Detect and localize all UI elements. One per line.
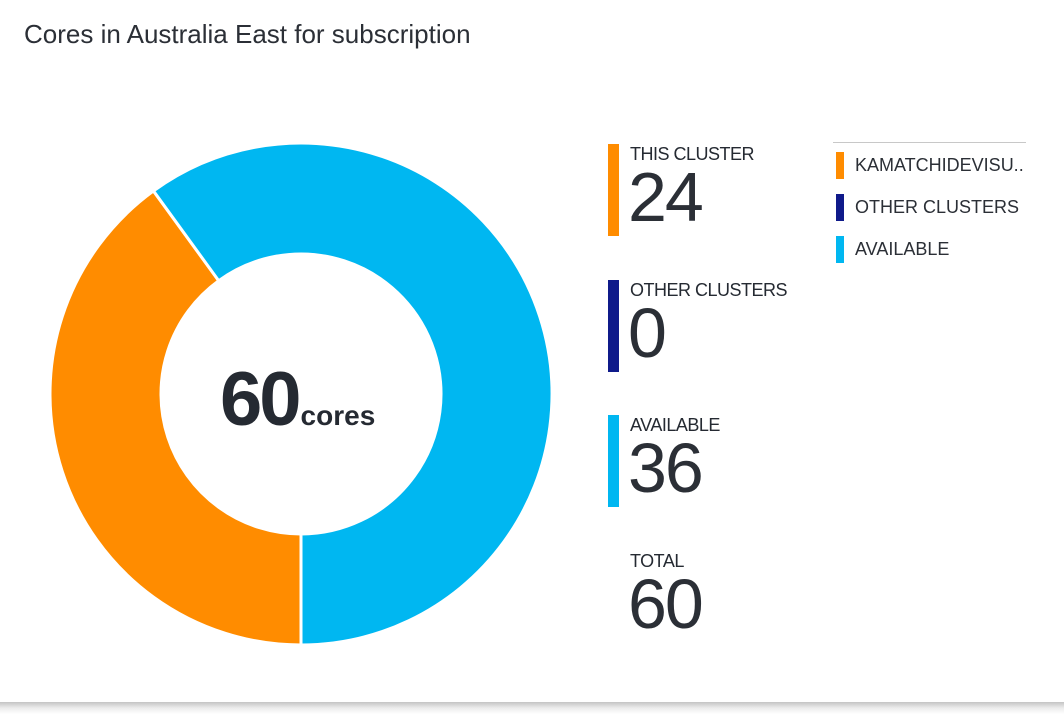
center-total-value: 60 <box>220 357 302 442</box>
stat-label: AVAILABLE <box>630 415 720 435</box>
bottom-divider <box>0 702 1064 714</box>
donut-slice-available[interactable] <box>151 141 554 647</box>
stat-value: 24 <box>628 158 704 236</box>
stat-color-bar <box>608 280 619 372</box>
chart-title: Cores in Australia East for subscription <box>24 19 471 49</box>
donut-center-label: 60 cores <box>220 356 375 446</box>
stat-color-bar <box>608 144 619 236</box>
donut-slice-kamatchidevisu[interactable] <box>48 188 303 647</box>
center-unit-label: cores <box>300 400 376 431</box>
stat-color-bar <box>608 415 619 507</box>
legend-label: KAMATCHIDEVISU.. <box>855 155 1024 175</box>
legend-item[interactable]: AVAILABLE <box>833 234 1026 276</box>
chart-legend: KAMATCHIDEVISU.. OTHER CLUSTERS AVAILABL… <box>833 142 1026 276</box>
stat-value: 36 <box>628 429 704 507</box>
legend-item[interactable]: OTHER CLUSTERS <box>833 192 1026 234</box>
legend-swatch <box>836 152 844 179</box>
stat-color-bar <box>608 551 619 643</box>
stat-label: TOTAL <box>630 551 684 571</box>
stat-label: OTHER CLUSTERS <box>630 280 788 300</box>
legend-label: OTHER CLUSTERS <box>855 197 1020 217</box>
stat-value: 0 <box>628 294 667 372</box>
stat-label: THIS CLUSTER <box>630 144 755 164</box>
legend-swatch <box>836 236 844 263</box>
legend-swatch <box>836 194 844 221</box>
stat-value: 60 <box>628 565 704 643</box>
legend-item[interactable]: KAMATCHIDEVISU.. <box>833 150 1026 192</box>
legend-label: AVAILABLE <box>855 239 950 259</box>
